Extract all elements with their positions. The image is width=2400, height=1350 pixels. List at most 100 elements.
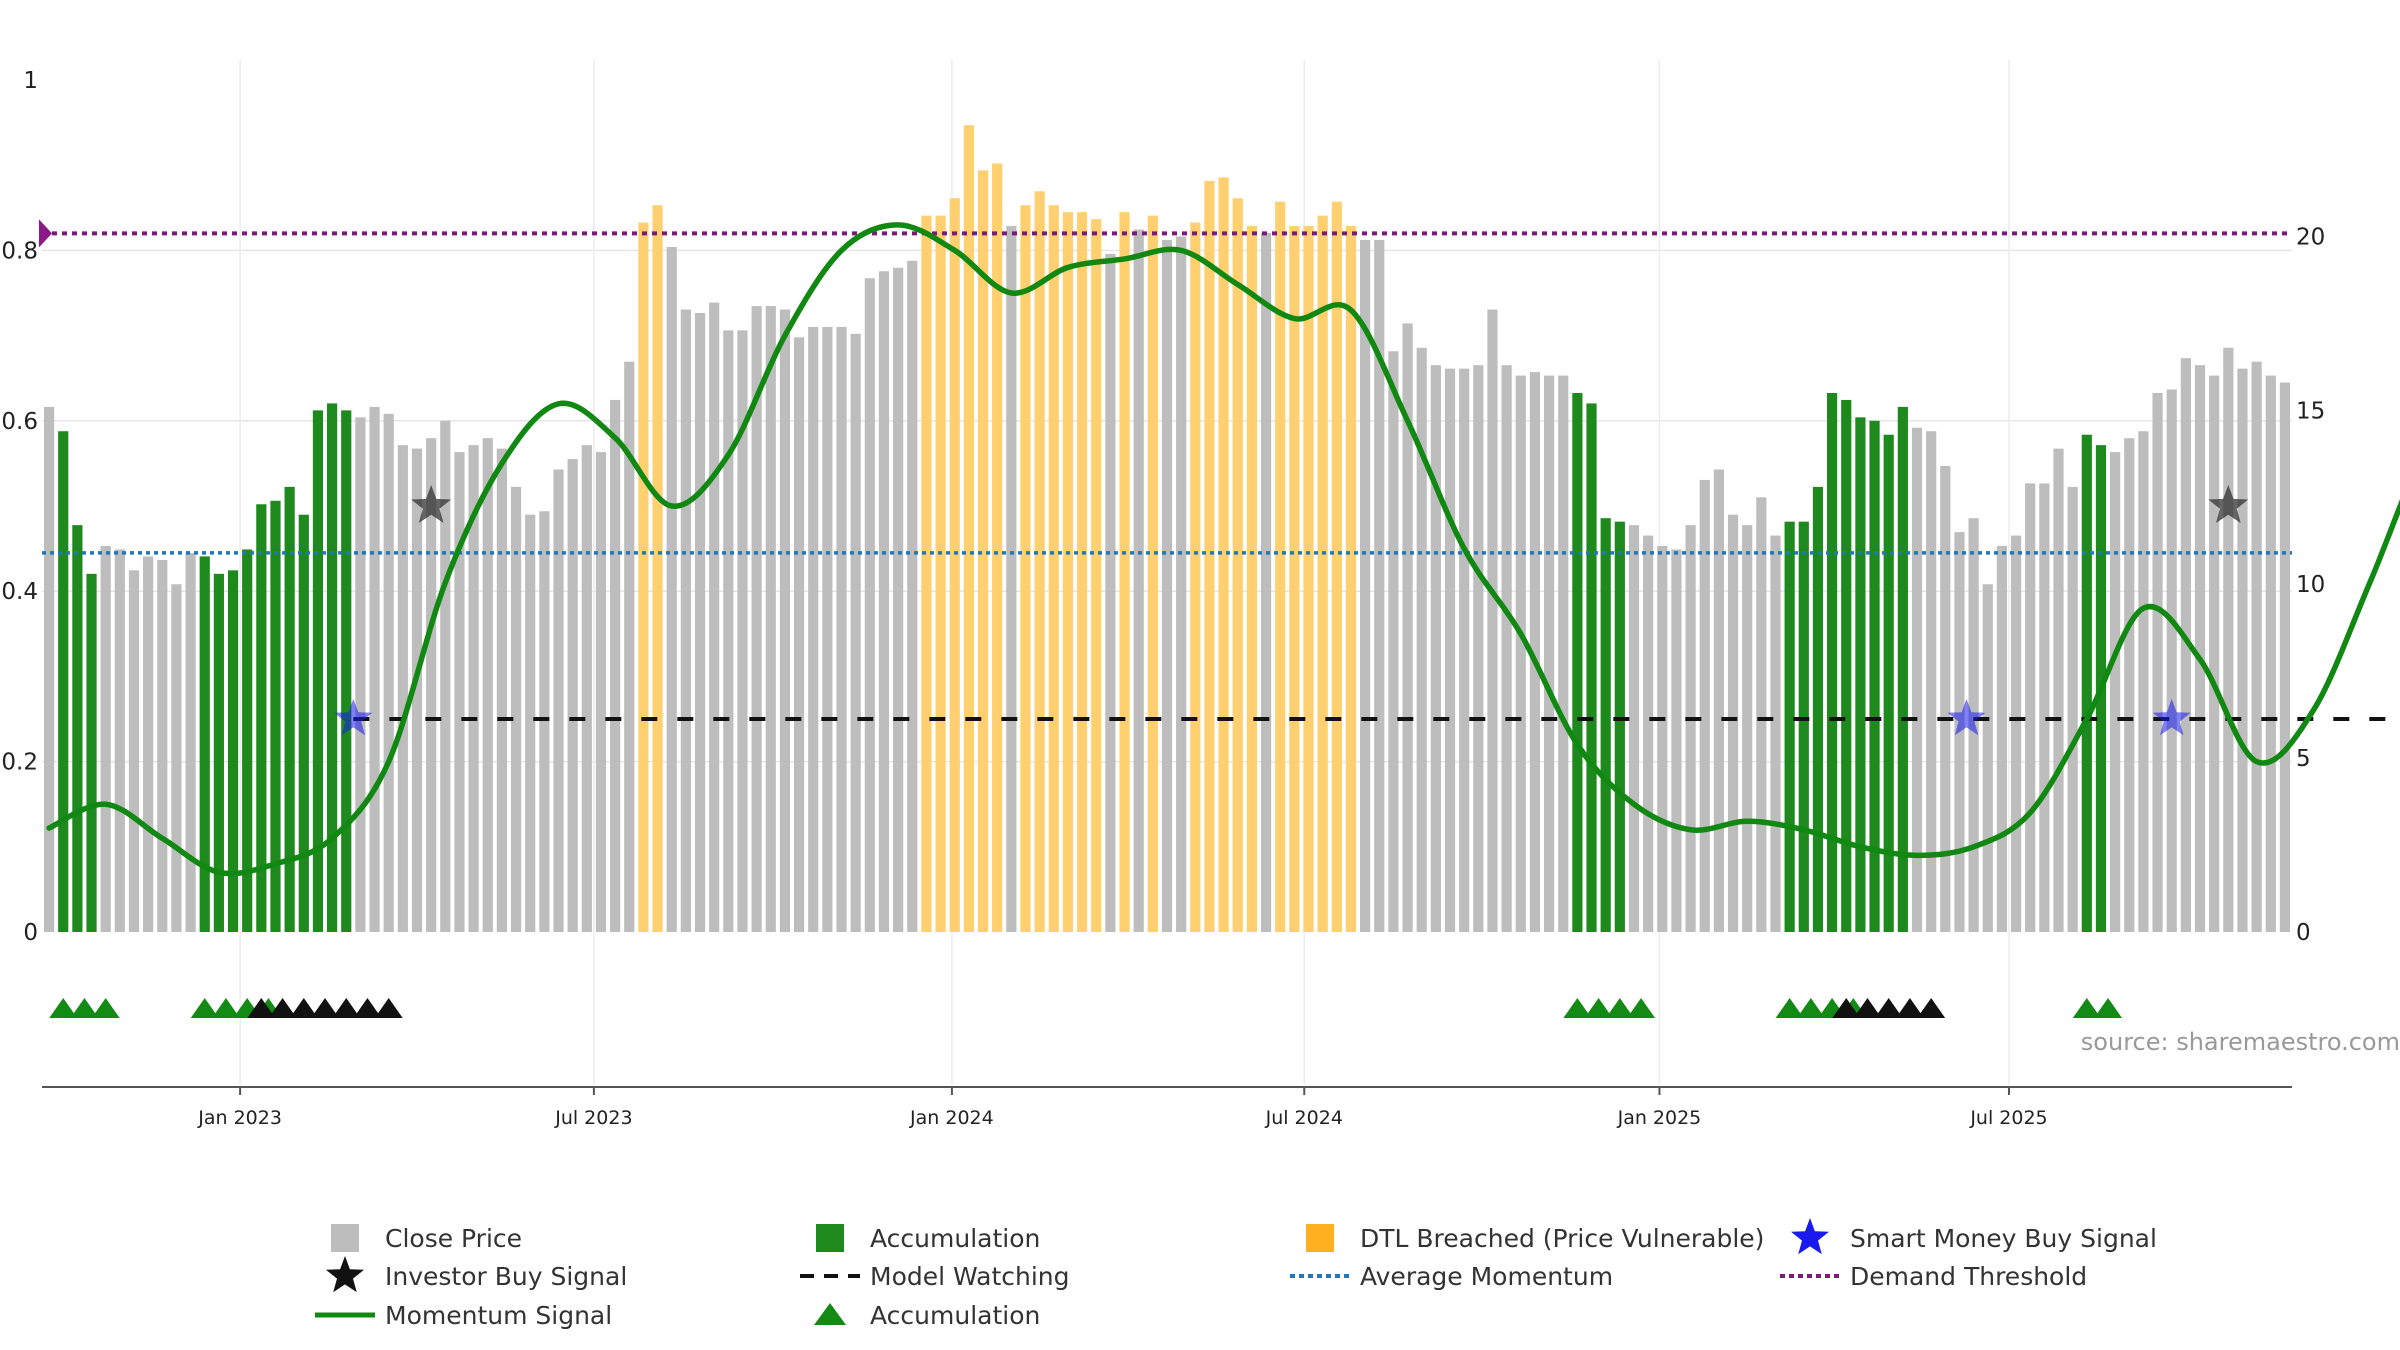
accumulation-bar [242,549,253,932]
close-price-bar [2251,361,2262,932]
close-price-bar [751,306,762,933]
close-price-bar [1374,239,1385,932]
accumulation-bar [1600,518,1611,932]
close-price-bar [624,361,635,932]
close-price-bar [723,330,734,932]
accumulation-triangle [1832,998,1861,1018]
accumulation-triangle [2094,998,2123,1018]
dtl-breached-bar [921,215,932,932]
accumulation-triangle [1917,998,1946,1018]
accumulation-bar [327,403,338,932]
dtl-breached-bar [1275,201,1286,932]
close-price-bar [496,448,507,932]
accumulation-triangles [49,998,2123,1018]
close-price-bar [1473,365,1484,932]
close-price-bar [1713,469,1724,932]
close-price-bar [1444,368,1456,933]
close-price-bar [426,438,437,932]
x-tick-label: Jan 2023 [197,1107,282,1129]
accumulation-bar [1572,392,1583,932]
signal-markers [334,485,2249,736]
close-price-bar [2053,448,2064,932]
close-price-bar [1176,236,1187,932]
accumulation-bar [1586,403,1597,932]
accumulation-bar [213,573,224,932]
x-tick-label: Jul 2024 [1265,1107,1343,1129]
accumulation-triangle [70,998,99,1018]
close-price-bar [454,452,465,932]
close-price-bar [114,549,125,932]
dtl-breached-bar [652,205,663,932]
legend-label: Model Watching [870,1262,1070,1291]
accumulation-triangle [1605,998,1634,1018]
close-price-bar [2223,347,2234,932]
accumulation-bar [298,514,309,932]
accumulation-triangle [1627,998,1656,1018]
close-price-bar [793,337,805,933]
close-price-bar [878,271,890,932]
legend-label: Investor Buy Signal [385,1262,627,1291]
accumulation-bar [1855,417,1866,932]
accumulation-triangle [1874,998,1903,1018]
investor-buy-star [411,485,452,523]
close-price-bar [1727,514,1739,932]
accumulation-bar [1841,399,1852,932]
left-tick-label: 0.8 [1,238,38,264]
close-price-bar [2138,431,2149,932]
legend-label: Accumulation [870,1301,1040,1330]
dtl-breached-bar [1289,226,1300,933]
close-price-bar [680,309,691,932]
close-price-bar [808,326,819,932]
smart-money-buy-star [334,699,373,736]
x-tick-label: Jan 2025 [1617,1107,1702,1129]
dtl-breached-bar [1232,198,1243,932]
close-price-bar [2010,535,2022,932]
accumulation-bar [1883,434,1894,932]
legend-label: Momentum Signal [385,1301,612,1330]
axes: Jan 2023 Jul 2023 Jan 2024 Jul 2024 Jan 2025… [1,68,2325,1129]
close-price-bar [1515,375,1526,933]
accumulation-triangle [1563,998,1592,1018]
accumulation-bar [1827,392,1838,932]
demand-threshold-marker [39,219,52,248]
accumulation-bar [1784,521,1795,932]
close-price-bar [369,406,380,933]
close-price-bar [567,459,578,932]
close-price-bar [539,511,550,932]
close-price-bar [2166,389,2177,932]
close-price-bar [553,469,564,932]
accumulation-bar [1614,521,1625,932]
left-tick-label: 1 [23,68,38,94]
accumulation-triangle [2072,998,2101,1018]
accumulation-triangle [190,998,219,1018]
close-price-bar [694,312,706,932]
close-price-bar [765,306,776,933]
accumulation-bar [284,486,295,932]
left-tick-label: 0 [23,920,38,946]
dtl-breached-bar [1147,215,1158,932]
close-price-bar [1260,233,1272,933]
close-price-bar [2265,375,2276,933]
accumulation-triangle [1584,998,1613,1018]
close-price-bar [2110,452,2121,932]
dtl-breached-bar [1317,215,1328,932]
close-price-bar [822,326,833,932]
accumulation-triangle [289,998,318,1018]
right-tick-label: 15 [2296,398,2325,424]
right-tick-label: 20 [2296,224,2325,250]
x-tick-label: Jul 2023 [554,1107,632,1129]
accumulation-triangle [1796,998,1825,1018]
dtl-breached-bar [1331,201,1342,932]
accumulation-bar [1812,486,1824,932]
close-price-bar [1643,535,1654,932]
dtl-breached-bar [935,215,946,932]
right-tick-label: 0 [2296,920,2311,946]
dtl-breached-bar [1020,205,1031,932]
legend-icon-black-star [326,1256,364,1293]
accumulation-triangle [1895,998,1924,1018]
legend-label: Close Price [385,1224,522,1253]
close-price-bar [411,448,423,932]
dtl-breached-bar [1034,191,1045,933]
source-note: source: sharemaestro.com [2081,1028,2400,1056]
